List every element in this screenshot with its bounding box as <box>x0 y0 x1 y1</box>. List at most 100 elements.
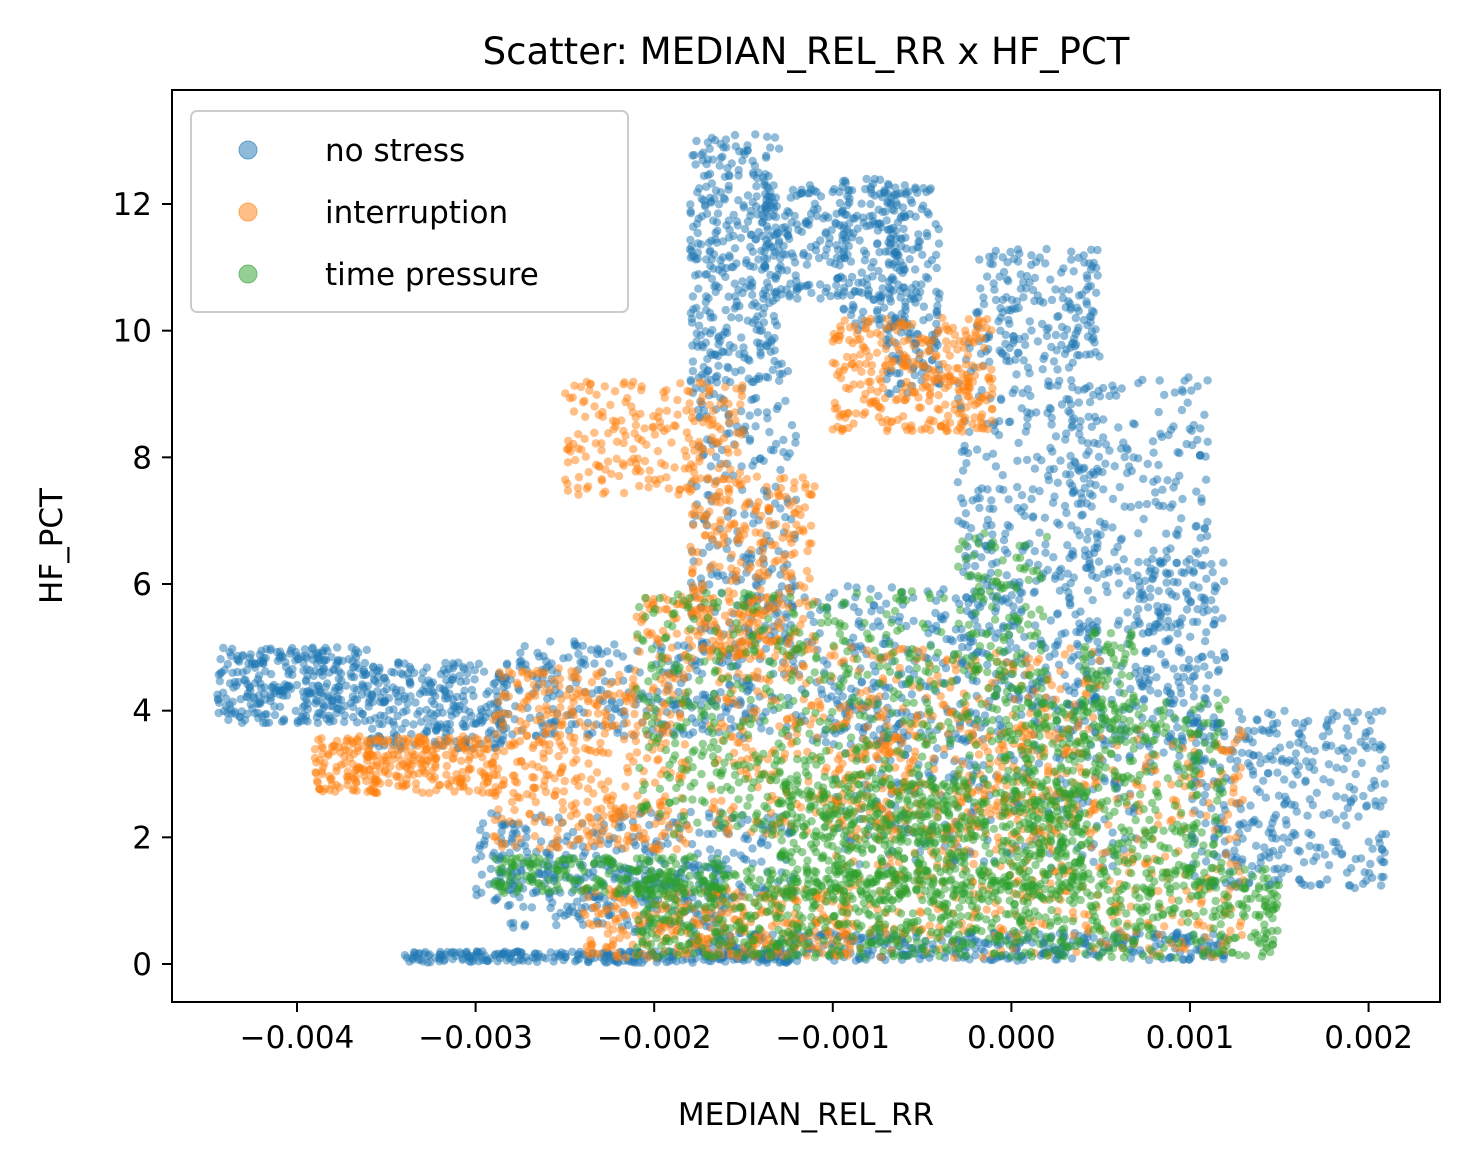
scatter-point <box>1361 741 1370 750</box>
scatter-point <box>1093 532 1102 542</box>
scatter-point <box>459 722 468 731</box>
scatter-point <box>1080 546 1090 555</box>
scatter-point <box>710 282 719 291</box>
scatter-point <box>782 266 792 275</box>
scatter-point <box>1201 475 1211 484</box>
scatter-point <box>427 696 436 706</box>
scatter-point <box>222 702 231 711</box>
scatter-point <box>1047 413 1056 422</box>
scatter-point <box>765 192 774 201</box>
scatter-point <box>1005 522 1014 532</box>
scatter-point <box>1031 257 1041 267</box>
scatter-point <box>1050 641 1060 651</box>
scatter-point <box>899 283 909 292</box>
scatter-point <box>748 844 757 853</box>
scatter-point <box>251 659 260 669</box>
scatter-point <box>1171 592 1181 601</box>
scatter-point <box>1055 520 1064 529</box>
scatter-point <box>1057 268 1066 277</box>
scatter-point <box>1009 602 1018 611</box>
scatter-point <box>309 671 318 681</box>
scatter-point <box>1381 829 1391 839</box>
scatter-point <box>1357 758 1366 768</box>
scatter-point <box>1254 820 1263 829</box>
scatter-point <box>974 486 983 495</box>
scatter-point <box>791 438 800 447</box>
scatter-point <box>400 951 410 960</box>
scatter-point <box>692 219 702 228</box>
scatter-point <box>1139 474 1148 484</box>
scatter-point <box>253 699 262 708</box>
scatter-point <box>1134 500 1144 510</box>
scatter-point <box>752 182 761 191</box>
scatter-point <box>991 246 1000 256</box>
scatter-point <box>983 485 992 494</box>
scatter-point <box>1342 821 1351 830</box>
scatter-point <box>288 643 297 653</box>
scatter-point <box>1203 437 1212 446</box>
scatter-point <box>867 189 876 198</box>
scatter-point <box>1264 828 1273 837</box>
scatter-point <box>1103 587 1112 597</box>
scatter-point <box>996 326 1005 335</box>
scatter-point <box>546 637 555 646</box>
scatter-point <box>1337 850 1346 859</box>
scatter-point <box>698 720 707 730</box>
scatter-point <box>403 699 412 708</box>
scatter-point <box>1067 255 1076 264</box>
scatter-point <box>762 222 772 231</box>
scatter-point <box>711 186 721 195</box>
scatter-point <box>1019 278 1028 287</box>
scatter-point <box>901 302 910 311</box>
scatter-point <box>1060 501 1070 511</box>
scatter-point <box>730 304 739 313</box>
scatter-point <box>279 716 289 726</box>
scatter-point <box>254 714 263 723</box>
scatter-point <box>898 203 908 212</box>
scatter-point <box>850 287 860 296</box>
scatter-point <box>1190 672 1200 681</box>
scatter-point <box>851 956 861 965</box>
scatter-point <box>1041 540 1050 549</box>
scatter-point <box>1210 581 1220 590</box>
scatter-point <box>721 305 730 315</box>
scatter-point <box>763 373 773 382</box>
scatter-point <box>410 948 419 958</box>
scatter-point <box>1090 438 1099 448</box>
scatter-point <box>1149 448 1158 457</box>
scatter-point <box>1093 245 1102 255</box>
scatter-point <box>811 246 821 255</box>
scatter-point <box>1050 574 1060 583</box>
scatter-point <box>933 301 942 311</box>
scatter-point <box>713 371 722 381</box>
scatter-point <box>1002 571 1011 580</box>
scatter-point <box>732 217 742 226</box>
scatter-point <box>531 949 540 958</box>
scatter-point <box>1028 513 1038 522</box>
scatter-point <box>1099 415 1108 424</box>
scatter-point <box>726 714 735 724</box>
scatter-point <box>1376 764 1385 773</box>
scatter-point <box>1325 809 1334 818</box>
scatter-point <box>1189 684 1199 693</box>
scatter-point <box>1316 880 1325 889</box>
scatter-point <box>727 313 736 322</box>
scatter-point <box>304 687 313 696</box>
scatter-point <box>1334 746 1343 755</box>
scatter-point <box>303 705 312 714</box>
scatter-point <box>213 695 223 705</box>
scatter-point <box>975 503 984 513</box>
scatter-point <box>1135 674 1144 684</box>
scatter-point <box>1067 247 1076 256</box>
scatter-point <box>1083 332 1093 341</box>
scatter-point <box>783 452 792 462</box>
scatter-point <box>1038 365 1047 374</box>
scatter-point <box>340 711 349 720</box>
scatter-point <box>1213 688 1222 697</box>
scatter-point <box>318 646 328 655</box>
scatter-point <box>410 668 419 678</box>
scatter-point <box>1371 781 1380 790</box>
scatter-point <box>522 847 532 857</box>
scatter-point <box>1365 869 1374 878</box>
scatter-point <box>604 839 613 849</box>
